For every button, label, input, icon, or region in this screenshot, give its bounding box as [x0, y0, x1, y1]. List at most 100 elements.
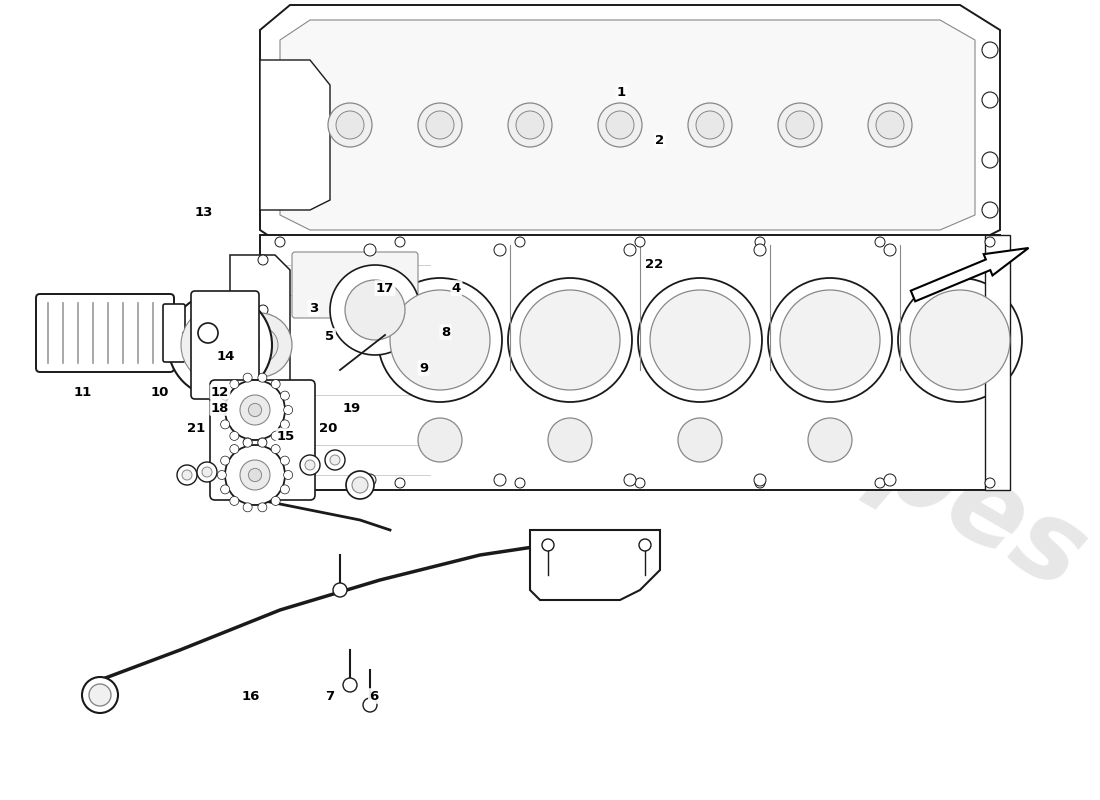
Circle shape — [198, 323, 218, 343]
Circle shape — [202, 467, 212, 477]
Circle shape — [982, 202, 998, 218]
FancyBboxPatch shape — [292, 252, 418, 318]
Circle shape — [755, 478, 764, 488]
Circle shape — [280, 485, 289, 494]
Circle shape — [257, 438, 267, 447]
Circle shape — [272, 497, 280, 506]
Circle shape — [272, 379, 280, 389]
Circle shape — [378, 278, 502, 402]
Circle shape — [182, 306, 258, 384]
Text: 21: 21 — [187, 422, 205, 434]
Circle shape — [982, 92, 998, 108]
Circle shape — [678, 418, 722, 462]
Circle shape — [89, 684, 111, 706]
Circle shape — [284, 406, 293, 414]
Circle shape — [874, 237, 886, 247]
Text: 3: 3 — [309, 302, 318, 314]
Circle shape — [778, 103, 822, 147]
Circle shape — [257, 503, 267, 512]
Circle shape — [333, 583, 346, 597]
Text: 10: 10 — [151, 386, 168, 398]
Text: 2: 2 — [656, 134, 664, 146]
Circle shape — [345, 280, 405, 340]
Circle shape — [168, 293, 272, 397]
Circle shape — [305, 460, 315, 470]
Circle shape — [606, 111, 634, 139]
Circle shape — [494, 474, 506, 486]
Circle shape — [221, 420, 230, 429]
Text: 12: 12 — [211, 386, 229, 398]
Polygon shape — [530, 530, 660, 600]
Circle shape — [275, 237, 285, 247]
Text: 4: 4 — [452, 282, 461, 294]
Circle shape — [352, 477, 368, 493]
Circle shape — [780, 290, 880, 390]
Circle shape — [598, 103, 642, 147]
Circle shape — [418, 103, 462, 147]
Circle shape — [272, 431, 280, 441]
Text: 11: 11 — [74, 386, 91, 398]
Circle shape — [197, 462, 217, 482]
Circle shape — [300, 455, 320, 475]
Circle shape — [249, 468, 262, 482]
Polygon shape — [230, 255, 290, 435]
Circle shape — [364, 244, 376, 256]
Circle shape — [230, 431, 239, 441]
Circle shape — [230, 379, 239, 389]
FancyBboxPatch shape — [210, 380, 315, 500]
Circle shape — [242, 327, 278, 363]
Circle shape — [635, 478, 645, 488]
Circle shape — [786, 111, 814, 139]
Polygon shape — [984, 235, 1010, 490]
Text: 16: 16 — [242, 690, 260, 702]
Circle shape — [364, 474, 376, 486]
Circle shape — [257, 373, 267, 382]
Circle shape — [82, 677, 118, 713]
Circle shape — [240, 460, 270, 490]
Circle shape — [910, 290, 1010, 390]
Circle shape — [230, 445, 239, 454]
Polygon shape — [260, 235, 1000, 490]
FancyBboxPatch shape — [163, 304, 185, 362]
Circle shape — [218, 406, 227, 414]
Circle shape — [884, 244, 896, 256]
Text: 17: 17 — [376, 282, 394, 294]
Circle shape — [249, 403, 262, 417]
Circle shape — [755, 237, 764, 247]
Circle shape — [258, 455, 268, 465]
Text: 15: 15 — [277, 430, 295, 442]
Circle shape — [218, 470, 227, 479]
Text: 20: 20 — [319, 422, 337, 434]
Polygon shape — [280, 20, 975, 230]
Circle shape — [258, 255, 268, 265]
Circle shape — [272, 445, 280, 454]
Circle shape — [508, 103, 552, 147]
Text: 6: 6 — [370, 690, 378, 702]
Circle shape — [328, 103, 372, 147]
Circle shape — [336, 111, 364, 139]
Circle shape — [516, 111, 544, 139]
Circle shape — [258, 405, 268, 415]
Circle shape — [240, 395, 270, 425]
Circle shape — [508, 278, 632, 402]
Circle shape — [243, 438, 252, 447]
Circle shape — [243, 373, 252, 382]
Circle shape — [542, 539, 554, 551]
Text: 13: 13 — [195, 206, 212, 218]
Circle shape — [754, 474, 766, 486]
Circle shape — [650, 290, 750, 390]
Text: 7: 7 — [326, 690, 334, 702]
Text: 14: 14 — [217, 350, 234, 362]
Circle shape — [280, 420, 289, 429]
Circle shape — [515, 478, 525, 488]
Text: 8: 8 — [441, 326, 450, 338]
Circle shape — [284, 470, 293, 479]
Circle shape — [984, 478, 996, 488]
Circle shape — [275, 478, 285, 488]
Circle shape — [808, 418, 852, 462]
Circle shape — [696, 111, 724, 139]
Circle shape — [395, 478, 405, 488]
Circle shape — [984, 237, 996, 247]
Circle shape — [639, 539, 651, 551]
Text: 22: 22 — [646, 258, 663, 270]
